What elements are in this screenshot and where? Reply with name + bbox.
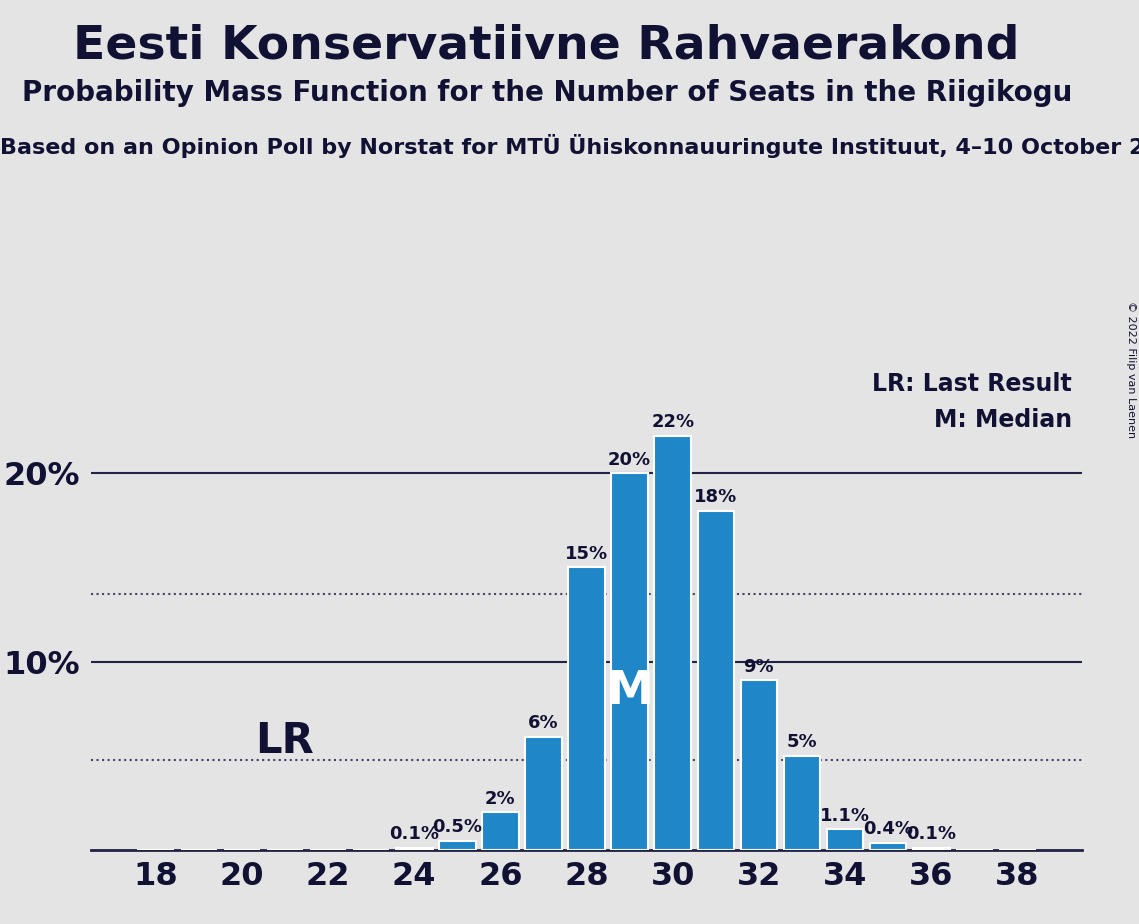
Text: Probability Mass Function for the Number of Seats in the Riigikogu: Probability Mass Function for the Number…	[22, 79, 1072, 106]
Text: 5%: 5%	[787, 733, 818, 751]
Text: LR: LR	[255, 720, 314, 761]
Bar	[784, 756, 820, 850]
Text: © 2022 Filip van Laenen: © 2022 Filip van Laenen	[1126, 301, 1136, 438]
Text: 20%: 20%	[608, 451, 652, 468]
Bar	[525, 737, 562, 850]
Text: 15%: 15%	[565, 545, 608, 563]
Bar	[612, 473, 648, 850]
Text: 0.4%: 0.4%	[863, 820, 913, 838]
Bar	[827, 830, 863, 850]
Bar	[870, 843, 907, 850]
Text: 0.5%: 0.5%	[433, 818, 482, 836]
Bar	[697, 511, 735, 850]
Bar	[396, 848, 433, 850]
Bar	[568, 567, 605, 850]
Text: LR: Last Result: LR: Last Result	[872, 372, 1072, 396]
Bar	[740, 680, 777, 850]
Text: 0.1%: 0.1%	[390, 825, 440, 844]
Bar	[439, 841, 476, 850]
Text: 0.1%: 0.1%	[907, 825, 957, 844]
Bar	[482, 812, 518, 850]
Text: 2%: 2%	[485, 790, 516, 808]
Text: 6%: 6%	[528, 714, 559, 733]
Text: Based on an Opinion Poll by Norstat for MTÜ Ühiskonnauuringute Instituut, 4–10 O: Based on an Opinion Poll by Norstat for …	[0, 134, 1139, 158]
Text: M: M	[606, 669, 653, 714]
Text: 1.1%: 1.1%	[820, 807, 870, 824]
Bar	[913, 848, 950, 850]
Text: 9%: 9%	[744, 658, 775, 675]
Text: M: Median: M: Median	[934, 408, 1072, 432]
Text: 18%: 18%	[694, 488, 737, 506]
Text: Eesti Konservatiivne Rahvaerakond: Eesti Konservatiivne Rahvaerakond	[74, 23, 1019, 68]
Text: 22%: 22%	[652, 413, 695, 431]
Bar	[655, 435, 691, 850]
